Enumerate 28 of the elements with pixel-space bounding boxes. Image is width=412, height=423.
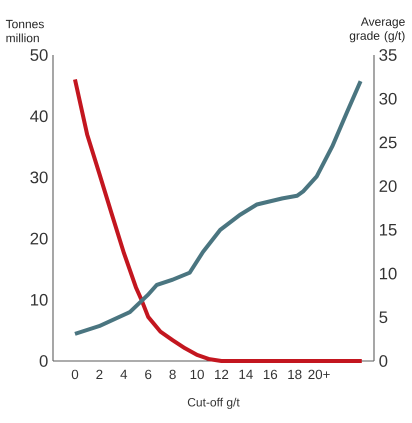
y-axis-title: Tonnes million <box>6 20 44 42</box>
x-tick-label: 16 <box>264 370 278 380</box>
y2-tick-label: 30 <box>379 92 397 105</box>
y-tick-label: 40 <box>30 110 48 122</box>
x-tick-label: 2 <box>96 370 102 380</box>
y-tick-label: 0 <box>40 355 48 367</box>
x-tick-label: 20+ <box>308 370 330 380</box>
x-tick-label: 8 <box>169 370 176 380</box>
y2-tick-label: 0 <box>379 355 388 367</box>
y2-tick-label: 10 <box>380 268 397 280</box>
x-tick-label: 0 <box>72 370 78 380</box>
x-tick-label: 10 <box>190 370 204 380</box>
y-tick-label: 20 <box>30 232 48 244</box>
x-axis-title: Cut-off g/t <box>188 398 240 409</box>
y2-tick-label: 35 <box>379 49 397 61</box>
x-tick-label: 18 <box>288 370 302 380</box>
y2-tick-label: 5 <box>379 311 388 324</box>
x-tick-label: 14 <box>239 370 253 379</box>
y2-axis-title: Average grade (g/t) <box>350 18 405 42</box>
y2-tick-label: 25 <box>380 136 397 148</box>
y-tick-label: 10 <box>31 294 48 306</box>
y-tick-label: 30 <box>30 172 48 184</box>
x-tick-label: 12 <box>215 370 228 380</box>
y-tick-label: 50 <box>30 49 48 61</box>
x-tick-label: 6 <box>145 370 152 380</box>
x-tick-label: 4 <box>120 370 128 379</box>
y2-tick-label: 15 <box>380 224 397 236</box>
y2-tick-label: 20 <box>380 180 397 192</box>
